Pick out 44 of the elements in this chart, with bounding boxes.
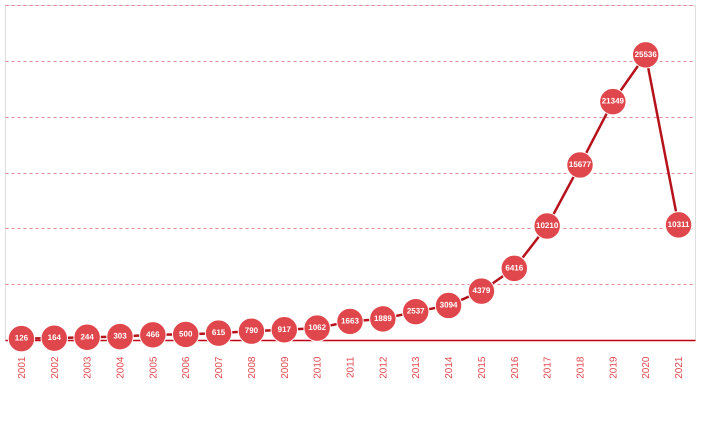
data-label: 10311 xyxy=(668,220,690,229)
x-tick-label: 2017 xyxy=(542,356,554,379)
x-tick-label: 2021 xyxy=(674,356,686,379)
data-label: 303 xyxy=(113,332,128,341)
data-label: 1889 xyxy=(374,314,392,323)
x-tick-label: 2008 xyxy=(246,356,258,379)
data-label: 500 xyxy=(179,329,193,338)
data-label: 10210 xyxy=(536,220,559,230)
data-label: 244 xyxy=(80,332,94,342)
data-label: 615 xyxy=(212,328,226,338)
data-label: 1663 xyxy=(341,316,360,326)
x-tick-label: 2004 xyxy=(116,356,126,379)
data-label: 4379 xyxy=(472,286,491,296)
data-label: 3094 xyxy=(440,300,458,310)
x-tick-label: 2006 xyxy=(181,356,192,379)
data-label: 2537 xyxy=(406,306,426,316)
x-tick-label: 2003 xyxy=(82,356,94,379)
data-label: 126 xyxy=(14,334,29,343)
x-tick-label: 2007 xyxy=(214,356,226,379)
x-tick-label: 2015 xyxy=(476,356,488,379)
point xyxy=(8,324,36,352)
data-label: 917 xyxy=(278,324,292,334)
x-tick-label: 2013 xyxy=(411,356,422,379)
x-tick-label: 2018 xyxy=(576,356,586,379)
x-tick-label: 2014 xyxy=(444,356,456,379)
data-label: 6416 xyxy=(505,263,524,272)
data-label: 790 xyxy=(244,326,259,336)
data-label: 1062 xyxy=(308,323,327,332)
x-tick-label: 2012 xyxy=(378,356,390,379)
data-label: 15677 xyxy=(568,160,592,169)
x-tick-label: 2020 xyxy=(641,356,652,379)
data-label: 21349 xyxy=(602,96,625,106)
data-label: 466 xyxy=(146,330,160,339)
x-tick-label: 2009 xyxy=(280,356,291,379)
x-tick-label: 2011 xyxy=(346,356,356,378)
x-tick-label: 2001 xyxy=(16,356,28,379)
x-tick-label: 2002 xyxy=(50,356,61,379)
x-tick-label: 2005 xyxy=(148,356,160,379)
x-tick-label: 2010 xyxy=(312,356,324,379)
data-label: 164 xyxy=(48,333,62,342)
x-tick-label: 2016 xyxy=(510,356,521,379)
x-tick-label: 2019 xyxy=(608,356,620,379)
point xyxy=(40,324,68,352)
data-label: 25536 xyxy=(634,50,658,59)
